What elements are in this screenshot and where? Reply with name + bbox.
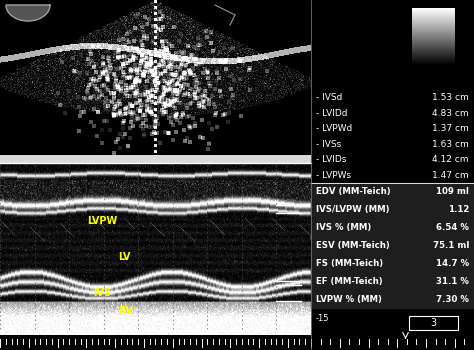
Text: 75.1 ml: 75.1 ml	[433, 241, 469, 250]
Polygon shape	[6, 5, 50, 21]
Text: 7.30 %: 7.30 %	[436, 295, 469, 303]
Text: IVS: IVS	[93, 288, 111, 298]
Text: - IVSs: - IVSs	[316, 140, 341, 149]
Text: -15: -15	[316, 314, 329, 323]
Text: - LVIDs: - LVIDs	[316, 155, 346, 164]
Text: IVS/LVPW (MM): IVS/LVPW (MM)	[316, 205, 390, 214]
Text: 4.12 cm: 4.12 cm	[432, 155, 469, 164]
Text: ESV (MM-Teich): ESV (MM-Teich)	[316, 241, 390, 250]
Text: 1.47 cm: 1.47 cm	[432, 171, 469, 180]
Text: 4.83 cm: 4.83 cm	[432, 109, 469, 118]
Text: LVPW % (MM): LVPW % (MM)	[316, 295, 382, 303]
Text: - LVPWs: - LVPWs	[316, 171, 351, 180]
Text: 1.63 cm: 1.63 cm	[432, 140, 469, 149]
Text: 1.12: 1.12	[447, 205, 469, 214]
Bar	[311, 183, 474, 308]
Text: - LVPWd: - LVPWd	[316, 124, 352, 133]
Text: 109 ml: 109 ml	[436, 188, 469, 196]
Text: EF (MM-Teich): EF (MM-Teich)	[316, 277, 383, 286]
Text: LV: LV	[118, 252, 130, 261]
Text: 14.7 %: 14.7 %	[436, 259, 469, 268]
Text: 6.54 %: 6.54 %	[436, 223, 469, 232]
Text: EDV (MM-Teich): EDV (MM-Teich)	[316, 188, 391, 196]
Text: 31.1 %: 31.1 %	[436, 277, 469, 286]
Text: - IVSd: - IVSd	[316, 93, 342, 102]
Text: FS (MM-Teich): FS (MM-Teich)	[316, 259, 383, 268]
Text: IVS % (MM): IVS % (MM)	[316, 223, 371, 232]
Text: 3: 3	[430, 318, 436, 328]
Text: - LVIDd: - LVIDd	[316, 109, 347, 118]
Text: RV: RV	[118, 306, 133, 316]
Text: LVPW: LVPW	[87, 216, 118, 226]
Text: 1.53 cm: 1.53 cm	[432, 93, 469, 102]
Bar	[409, 316, 458, 330]
Text: 1.37 cm: 1.37 cm	[432, 124, 469, 133]
